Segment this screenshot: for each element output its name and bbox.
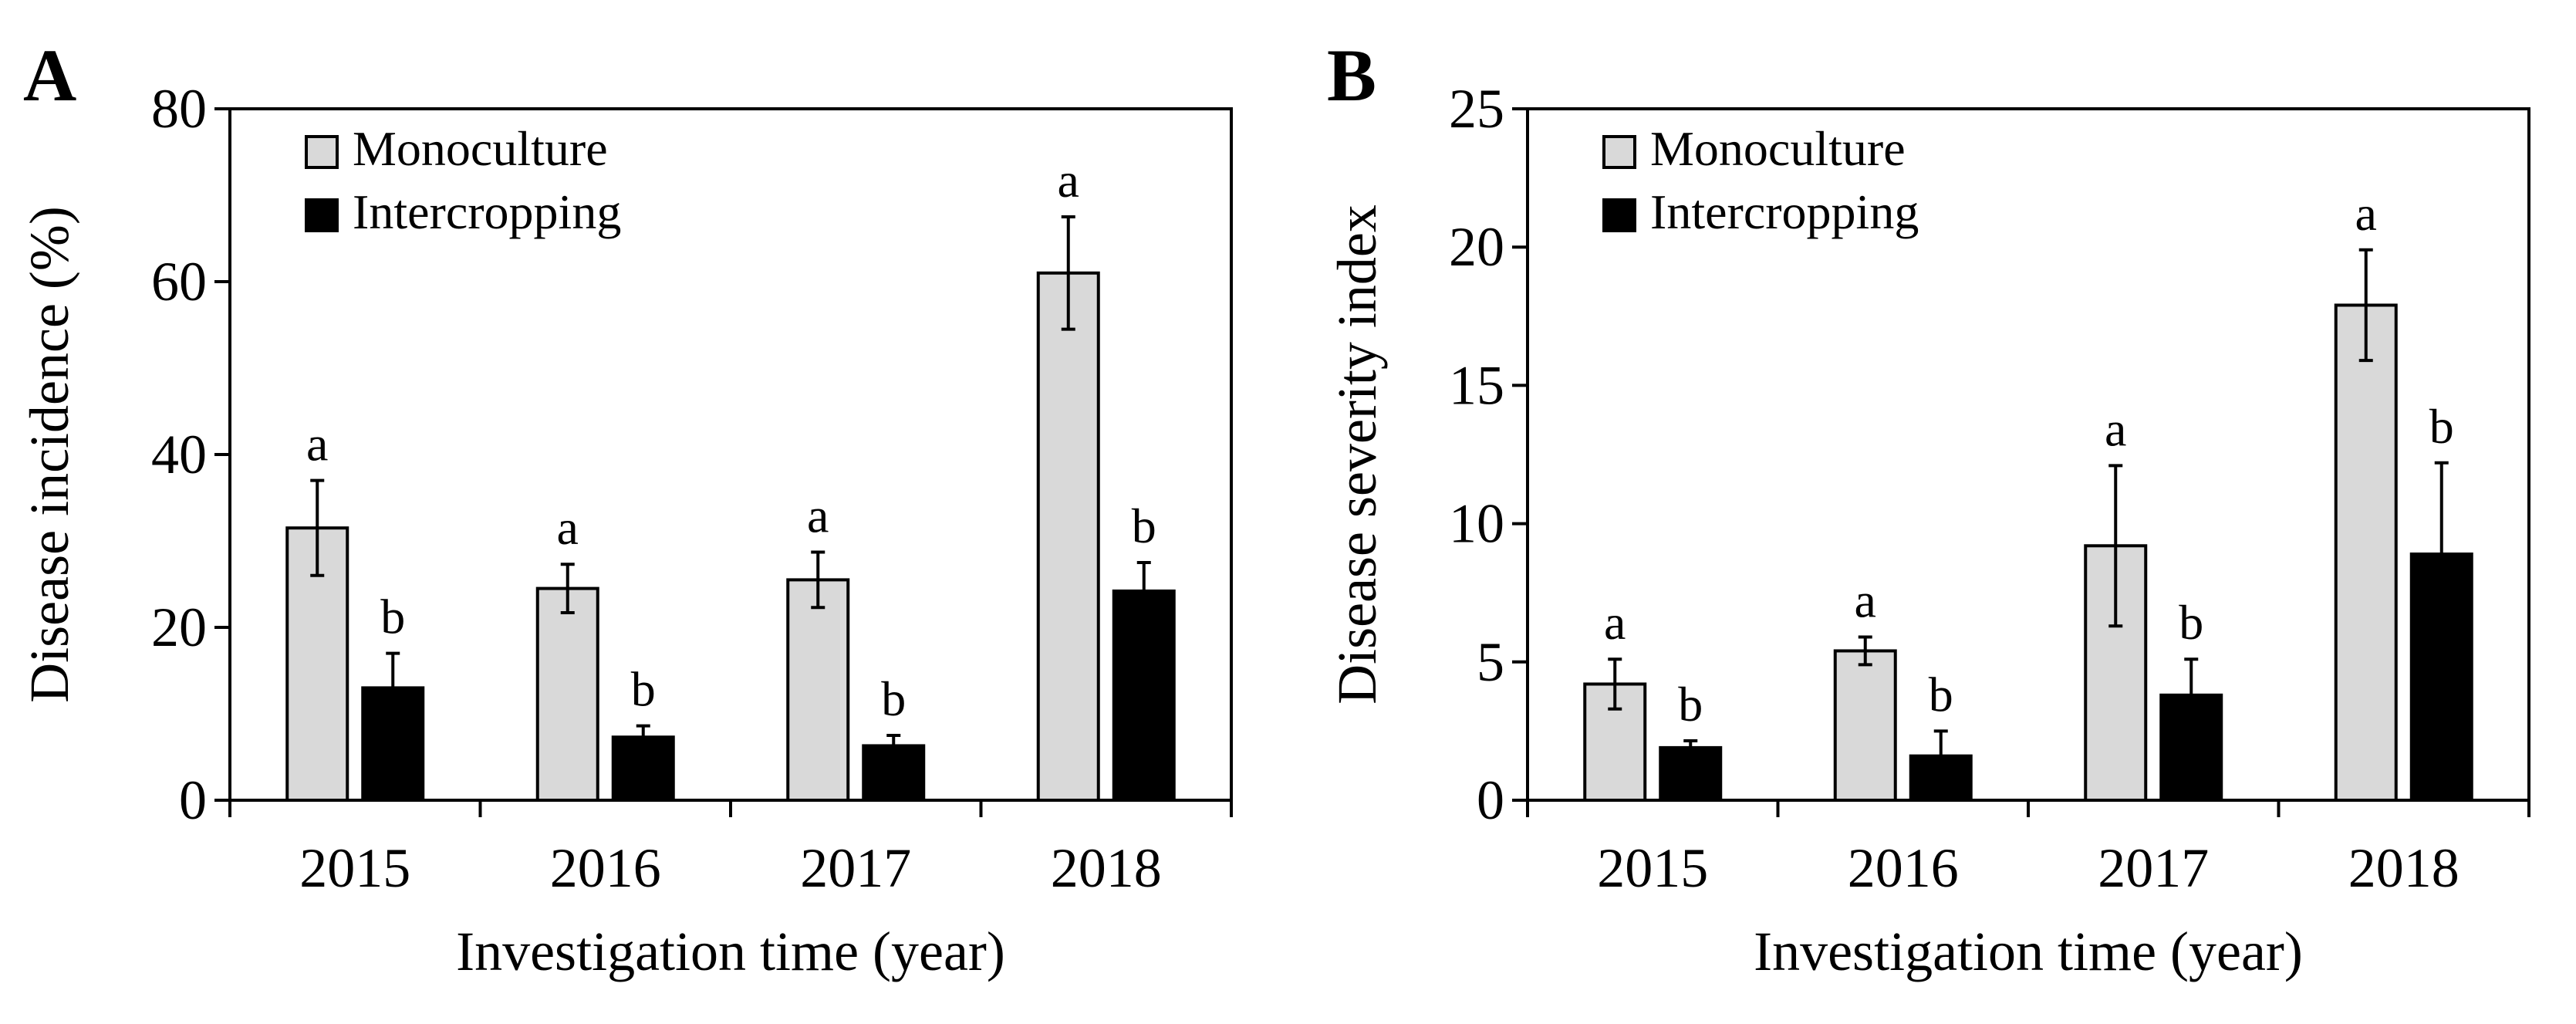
significance-letter: b <box>2429 399 2454 454</box>
panel-letter: A <box>23 34 76 117</box>
bar-monoculture <box>1833 649 1897 802</box>
bar-monoculture <box>786 578 850 803</box>
y-tick-label: 20 <box>151 596 207 658</box>
significance-letter: a <box>1604 595 1626 650</box>
significance-letter: b <box>1929 667 1953 722</box>
x-tick-label: 2016 <box>1848 837 1959 899</box>
panel-letter: B <box>1327 34 1376 117</box>
legend-swatch <box>1602 135 1636 169</box>
bar-monoculture <box>1036 271 1100 802</box>
legend-swatch <box>305 135 339 169</box>
significance-letter: b <box>1678 677 1703 732</box>
significance-letter: b <box>2179 595 2203 650</box>
legend-label: Monoculture <box>1650 121 1906 176</box>
y-tick-label: 0 <box>179 769 207 831</box>
y-tick-label: 25 <box>1449 78 1504 140</box>
y-tick-label: 5 <box>1477 631 1504 693</box>
legend-swatch <box>1602 198 1636 232</box>
bar-monoculture <box>2334 303 2398 802</box>
x-tick-label: 2015 <box>1597 837 1708 899</box>
x-tick-label: 2018 <box>2348 837 2460 899</box>
significance-letter: a <box>1855 573 1876 628</box>
y-tick-label: 80 <box>151 78 207 140</box>
significance-letter: a <box>1058 153 1079 208</box>
significance-letter: a <box>807 488 829 543</box>
y-axis-title: Disease incidence (%) <box>19 206 80 703</box>
x-axis-title: Investigation time (year) <box>456 921 1005 982</box>
y-tick-label: 40 <box>151 424 207 485</box>
legend-label: Intercropping <box>353 184 621 239</box>
x-tick-label: 2015 <box>299 837 410 899</box>
y-tick-label: 15 <box>1449 354 1504 416</box>
y-tick-label: 10 <box>1449 493 1504 555</box>
x-tick-label: 2017 <box>800 837 911 899</box>
significance-letter: b <box>380 590 405 644</box>
legend-label: Intercropping <box>1650 184 1919 239</box>
bar-monoculture <box>535 586 599 802</box>
x-tick-label: 2017 <box>2098 837 2209 899</box>
legend-label: Monoculture <box>353 121 608 176</box>
y-tick-label: 0 <box>1477 769 1504 831</box>
x-tick-label: 2018 <box>1051 837 1162 899</box>
y-tick-label: 60 <box>151 251 207 313</box>
legend-swatch <box>305 198 339 232</box>
significance-letter: b <box>881 671 906 726</box>
y-tick-label: 20 <box>1449 216 1504 278</box>
x-axis-title: Investigation time (year) <box>1754 921 2303 982</box>
x-tick-label: 2016 <box>550 837 661 899</box>
significance-letter: a <box>557 500 579 555</box>
significance-letter: b <box>1132 498 1156 553</box>
significance-letter: b <box>631 662 656 717</box>
significance-letter: a <box>2105 401 2126 456</box>
panel-a: A 0 20 40 60 80 Disease incidence (%) 2015 2016 2… <box>19 34 1233 982</box>
panel-b: B 0 5 10 15 20 25 Disease severity index 2015 201… <box>1326 34 2530 982</box>
bar-intercropping <box>1112 589 1176 803</box>
significance-letter: a <box>306 417 328 471</box>
y-axis-title: Disease severity index <box>1326 204 1388 705</box>
significance-letter: a <box>2355 186 2377 241</box>
bar-intercropping <box>1659 745 1723 802</box>
